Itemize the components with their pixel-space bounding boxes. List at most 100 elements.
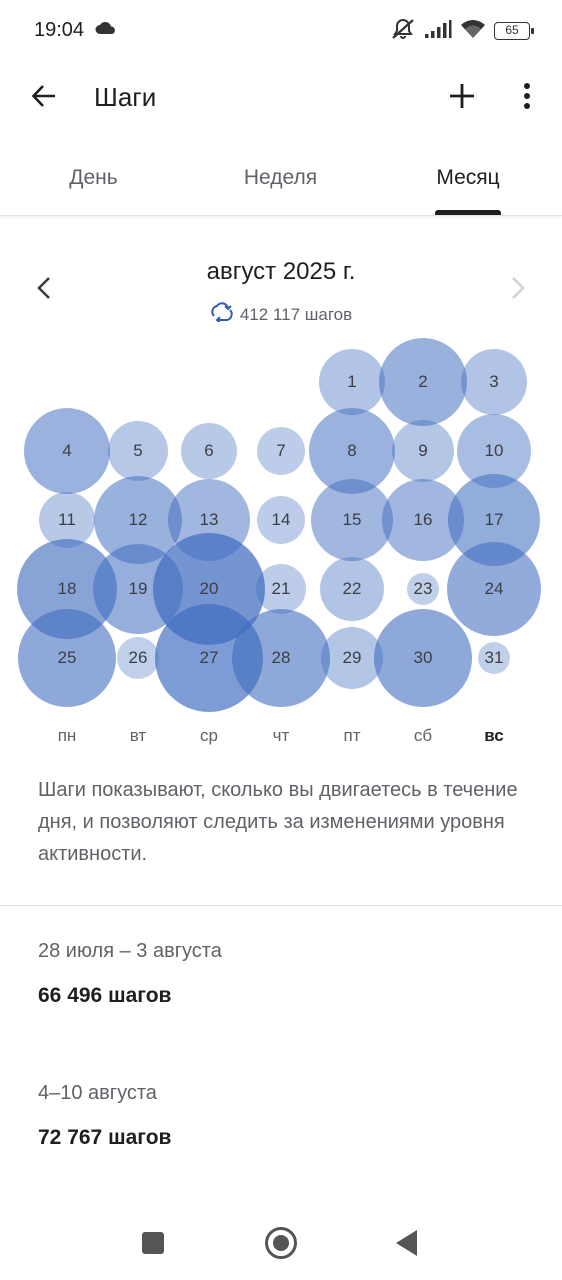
day-bubble-21[interactable]: [256, 564, 306, 614]
weekday-labels: пн вт ср чт пт сб вс: [0, 726, 562, 750]
day-number-23: 23: [413, 579, 433, 598]
back-arrow-icon: [30, 82, 58, 115]
month-total-steps: 412 117 шагов: [239, 304, 353, 324]
app-bar: Шаги: [0, 62, 562, 134]
home-circle-icon[interactable]: [265, 1227, 297, 1259]
day-bubble-28[interactable]: [232, 609, 330, 707]
day-number-29: 29: [342, 648, 362, 667]
wifi-icon: [460, 19, 486, 44]
add-button[interactable]: [440, 76, 484, 120]
day-bubble-8[interactable]: [309, 408, 395, 494]
chevron-right-icon: [510, 275, 526, 306]
day-number-12: 12: [128, 510, 148, 529]
day-number-21: 21: [271, 579, 291, 598]
day-bubble-25[interactable]: [18, 609, 116, 707]
page-title: Шаги: [94, 82, 157, 112]
day-number-4: 4: [62, 441, 72, 460]
weekday-label: пн: [57, 726, 77, 745]
day-number-28: 28: [271, 648, 291, 667]
tab-week[interactable]: Неделя: [243, 166, 318, 189]
month-bubble-calendar: 1 2 3 4 5 6 7 8 9 10 11 12 13 14 15 16 17 18 19 20 21 22 23 24 2…: [0, 330, 562, 730]
status-time: 19:04: [34, 19, 85, 41]
tab-month[interactable]: Месяц: [436, 166, 500, 189]
day-bubble-3[interactable]: [461, 349, 527, 415]
more-options-button[interactable]: [505, 76, 549, 120]
day-number-2: 2: [418, 372, 428, 391]
next-month-button[interactable]: [498, 270, 538, 310]
day-bubble-22[interactable]: [320, 557, 384, 621]
day-bubble-29[interactable]: [321, 627, 383, 689]
cloud-icon: [95, 21, 117, 40]
day-number-5: 5: [133, 441, 143, 460]
day-number-17: 17: [484, 510, 504, 529]
day-number-10: 10: [484, 441, 504, 460]
sync-steps-icon: [210, 302, 234, 327]
day-bubble-31[interactable]: [478, 642, 510, 674]
day-bubble-23[interactable]: [407, 573, 439, 605]
day-number-7: 7: [276, 441, 286, 460]
day-number-24: 24: [484, 579, 504, 598]
day-bubble-5[interactable]: [108, 421, 168, 481]
day-number-6: 6: [204, 441, 214, 460]
status-bar: 19:04 65: [0, 0, 562, 62]
day-bubble-26[interactable]: [117, 637, 159, 679]
back-button[interactable]: [22, 76, 66, 120]
weekday-label: вс: [484, 726, 504, 745]
day-number-1: 1: [347, 372, 357, 391]
day-bubble-6[interactable]: [181, 423, 237, 479]
period-tabs: День Неделя Месяц: [0, 140, 562, 216]
day-number-31: 31: [484, 648, 504, 667]
day-number-9: 9: [418, 441, 428, 460]
day-number-26: 26: [128, 648, 148, 667]
day-bubble-11[interactable]: [39, 492, 95, 548]
recents-square-icon[interactable]: [142, 1232, 164, 1254]
week-steps-1[interactable]: 66 496 шагов: [38, 984, 172, 1007]
chevron-left-icon: [36, 275, 52, 306]
more-vert-icon: [523, 82, 531, 115]
day-bubble-30[interactable]: [374, 609, 472, 707]
month-total: 412 117 шагов: [0, 302, 562, 327]
week-range-1: 28 июля – 3 августа: [38, 940, 222, 962]
day-number-20: 20: [199, 579, 219, 598]
day-number-3: 3: [489, 372, 499, 391]
day-number-14: 14: [271, 510, 291, 529]
day-bubble-14[interactable]: [257, 496, 305, 544]
prev-month-button[interactable]: [24, 270, 64, 310]
day-number-27: 27: [199, 648, 219, 667]
mute-icon: [390, 18, 416, 45]
week-steps-2[interactable]: 72 767 шагов: [38, 1126, 172, 1149]
day-bubble-15[interactable]: [311, 479, 393, 561]
weekday-label: чт: [272, 726, 290, 745]
day-bubble-24[interactable]: [447, 542, 541, 636]
day-bubble-7[interactable]: [257, 427, 305, 475]
tab-selected-indicator: [435, 210, 501, 215]
day-bubble-1[interactable]: [319, 349, 385, 415]
day-bubble-9[interactable]: [392, 420, 454, 482]
status-icons: 65: [390, 17, 534, 45]
weekday-label: вт: [129, 726, 147, 745]
day-number-25: 25: [57, 648, 77, 667]
weekday-label: пт: [343, 726, 361, 745]
steps-description: Шаги показывают, сколько вы двигаетесь в…: [38, 779, 518, 865]
day-bubble-2[interactable]: [379, 338, 467, 426]
tab-day[interactable]: День: [69, 166, 118, 189]
day-number-19: 19: [128, 579, 148, 598]
divider: [0, 905, 562, 906]
back-triangle-icon[interactable]: [396, 1230, 417, 1256]
signal-icon: [424, 19, 452, 44]
battery-icon: 65: [494, 22, 534, 40]
week-range-2: 4–10 августа: [38, 1082, 157, 1104]
system-nav-bar: [0, 1200, 562, 1280]
day-number-22: 22: [342, 579, 362, 598]
day-number-8: 8: [347, 441, 357, 460]
weekday-label: сб: [413, 726, 433, 745]
day-number-11: 11: [58, 510, 76, 529]
day-number-16: 16: [413, 510, 433, 529]
day-number-30: 30: [413, 648, 433, 667]
day-bubble-4[interactable]: [24, 408, 110, 494]
day-number-13: 13: [199, 510, 219, 529]
day-number-15: 15: [342, 510, 362, 529]
month-title: август 2025 г.: [206, 258, 356, 285]
day-number-18: 18: [57, 579, 77, 598]
weekday-label: ср: [200, 726, 218, 745]
